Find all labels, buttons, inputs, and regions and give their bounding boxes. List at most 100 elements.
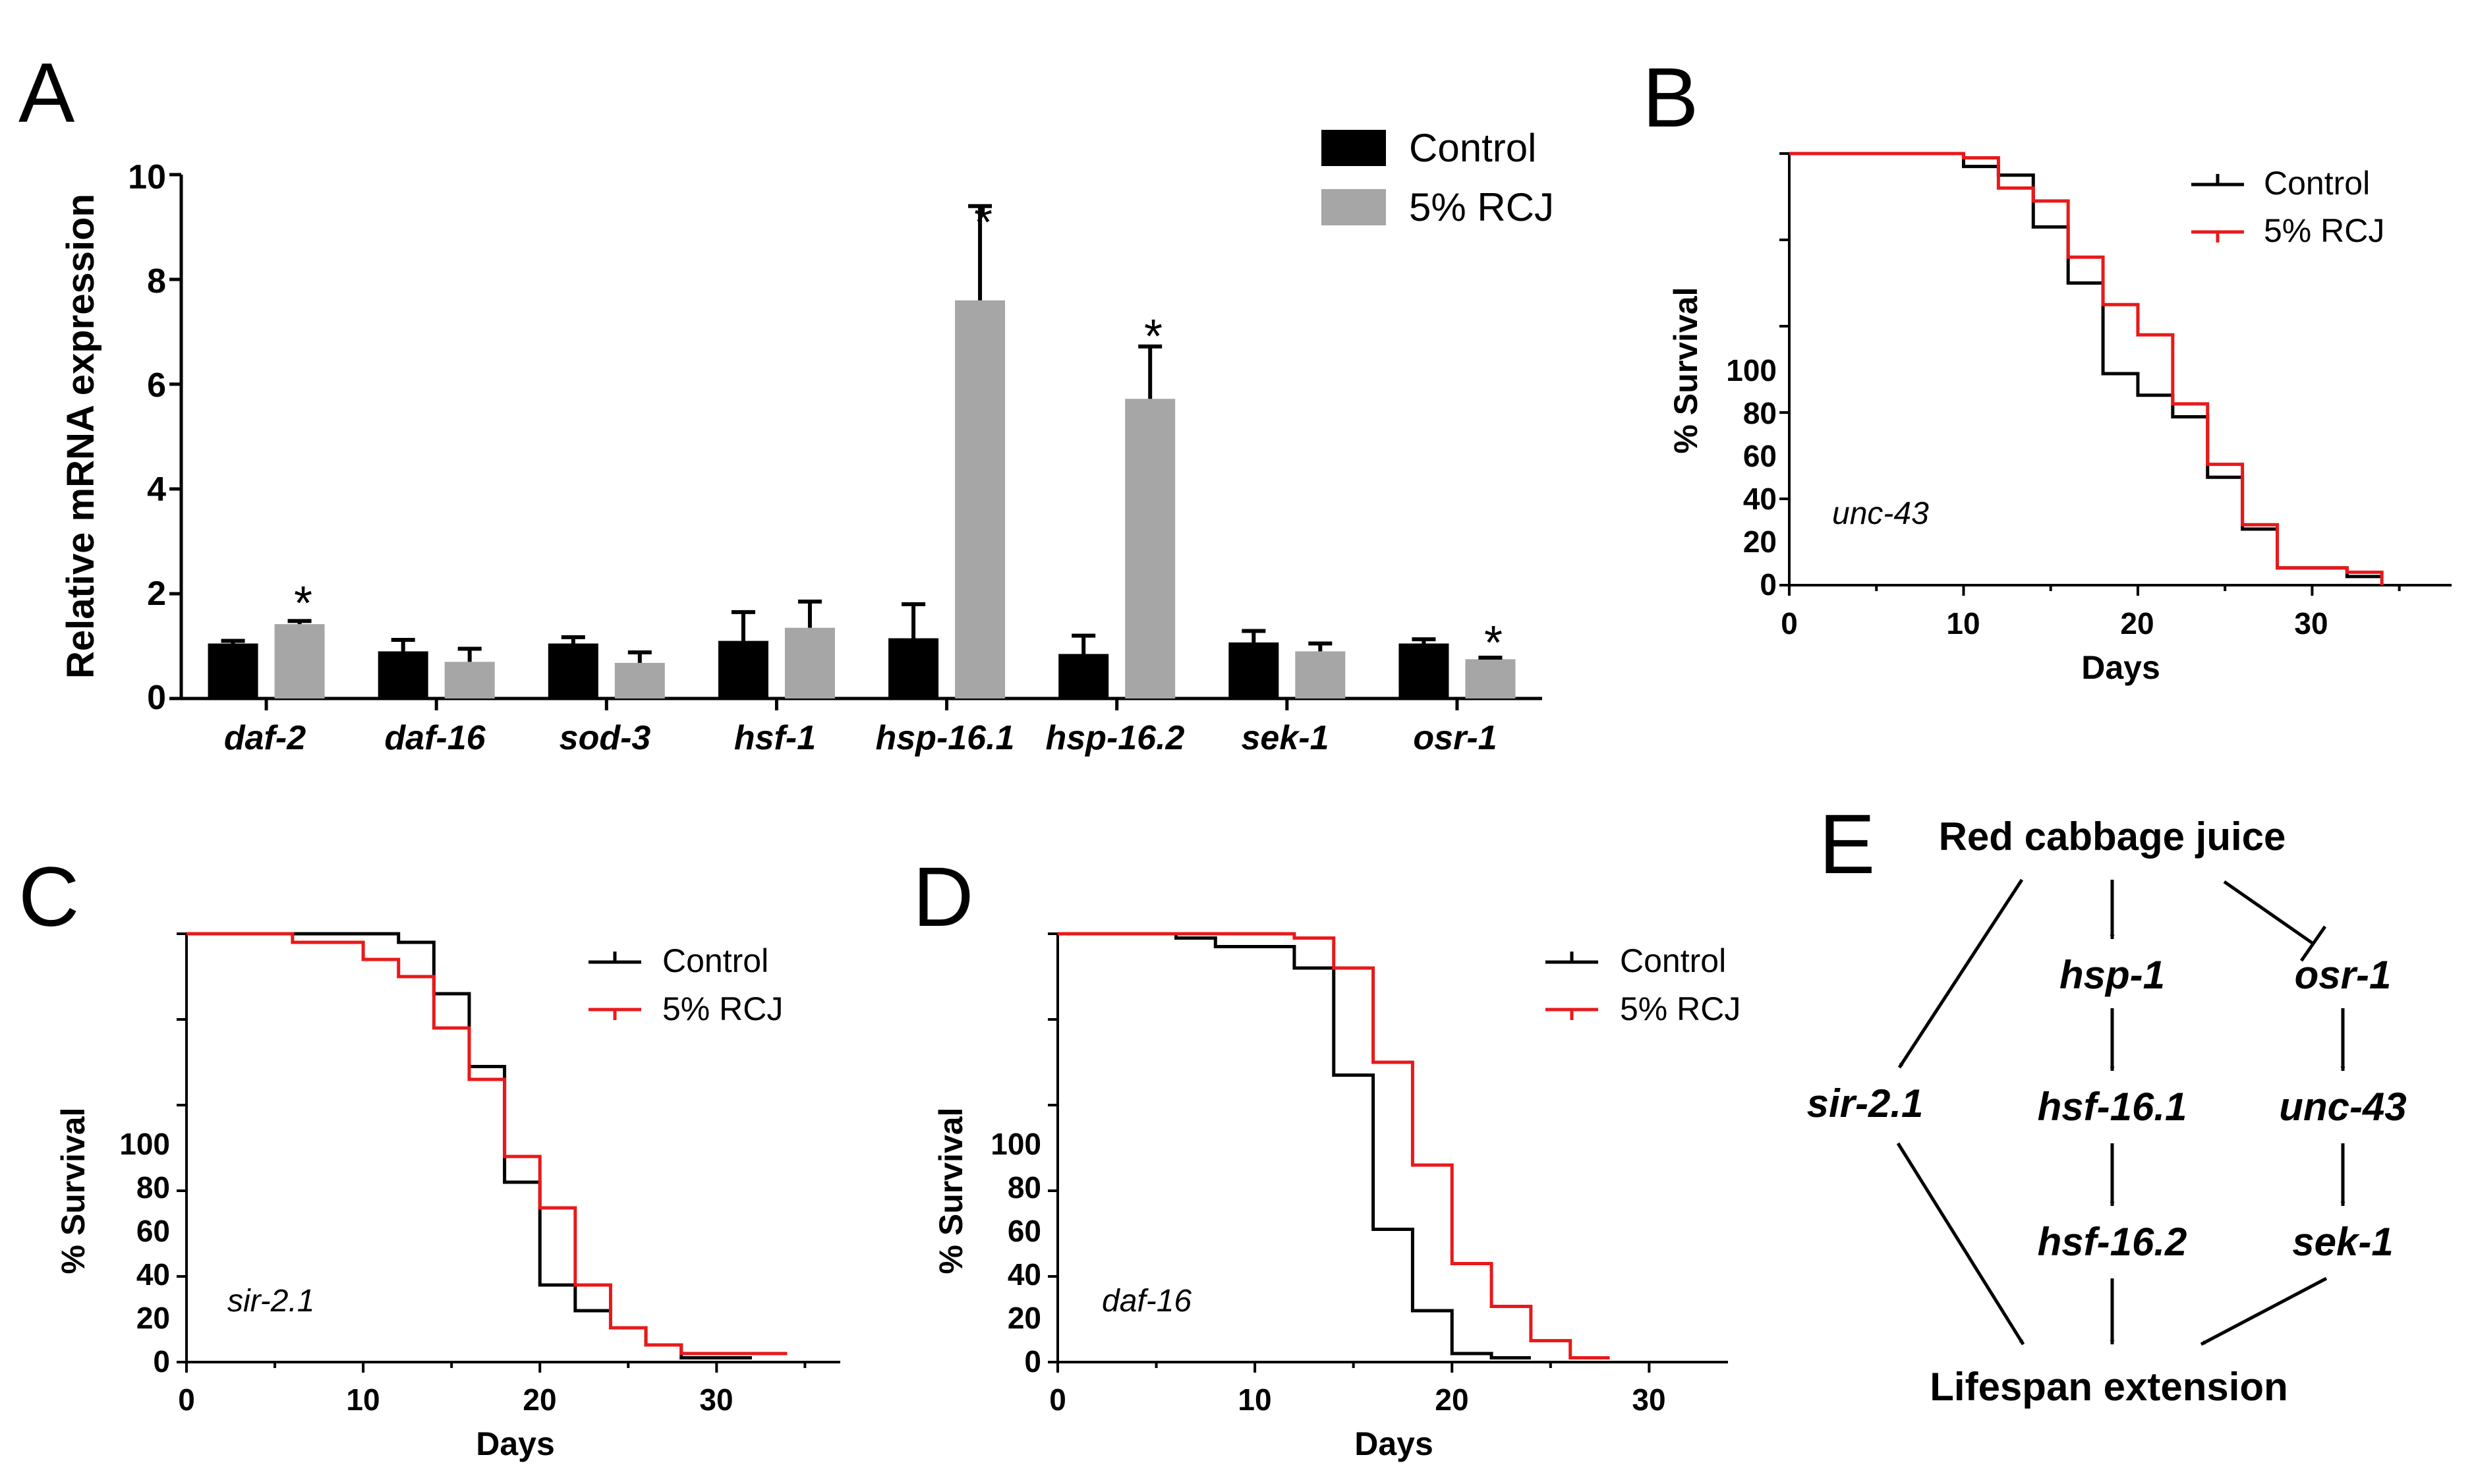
d-legend-label-control: Control: [1620, 942, 1726, 979]
bar-rcj-daf-16: [444, 662, 495, 699]
node-sek-1: sek-1: [2292, 1220, 2393, 1264]
b-axes: [1779, 152, 2452, 596]
node-osr-1: osr-1: [2295, 953, 2392, 997]
a-legend-label-control: Control: [1409, 126, 1536, 170]
a-bars: [208, 204, 1516, 699]
a-y-tick-4: 4: [147, 471, 166, 509]
node-lifespan-extension: Lifespan extension: [1930, 1365, 2287, 1409]
c-survival-curves: [187, 932, 788, 1359]
bar-chart-panel-a: Relative mRNA expression 0 2 4 6 8 10 da…: [59, 126, 1554, 757]
d-y-tick-20: 20: [1008, 1301, 1041, 1335]
b-y-tick-40: 40: [1743, 482, 1777, 516]
a-y-tick-6: 6: [147, 366, 166, 405]
c-x-tick-0: 0: [178, 1383, 195, 1417]
arrow-rcj-to-sir-2-1: [1897, 878, 2024, 1069]
d-y-tick-80: 80: [1008, 1170, 1041, 1205]
bar-control-hsp-16.2: [1058, 654, 1109, 699]
b-curve-rcj: [1789, 152, 2384, 585]
a-significance-hsp-16-1: *: [974, 196, 992, 249]
bar-control-sek-1: [1228, 642, 1279, 699]
c-y-tick-20: 20: [136, 1301, 170, 1335]
arrow-sir-2-1-to-lifespan: [1896, 1142, 2025, 1346]
bar-rcj-osr-1: [1465, 659, 1516, 699]
panel-letter-e: E: [1819, 797, 1875, 892]
node-hsp-1: hsp-1: [2059, 953, 2165, 997]
d-curve-control: [1058, 932, 1531, 1359]
pathway-arrows: [1896, 878, 2345, 1346]
b-labels: % Survival Days 0 20 40 60 80 100 0 10 2…: [1667, 165, 2384, 686]
node-unc-43: unc-43: [2279, 1085, 2406, 1129]
c-y-axis-title: % Survival: [55, 1108, 92, 1274]
bar-rcj-hsp-16.2: [1125, 399, 1176, 699]
a-category-sod-3: sod-3: [560, 719, 651, 757]
panel-letter-b: B: [1642, 51, 1698, 145]
b-y-tick-60: 60: [1743, 439, 1777, 473]
survival-chart-panel-b: % Survival Days 0 20 40 60 80 100 0 10 2…: [1667, 152, 2452, 686]
d-y-tick-40: 40: [1008, 1257, 1041, 1292]
a-labels: Relative mRNA expression 0 2 4 6 8 10 da…: [59, 126, 1554, 757]
b-x-tick-0: 0: [1781, 606, 1798, 641]
d-y-tick-100: 100: [991, 1127, 1041, 1161]
bar-control-sod-3: [548, 643, 598, 699]
b-survival-curves: [1789, 152, 2384, 585]
node-hsf-16-2: hsf-16.2: [2038, 1220, 2187, 1264]
bar-control-daf-2: [208, 643, 258, 699]
a-y-tick-0: 0: [147, 679, 166, 717]
c-legend-label-control: Control: [662, 942, 768, 979]
inhibit-bar-osr-1: [2299, 925, 2327, 962]
bar-rcj-hsp-16.1: [955, 300, 1006, 699]
d-x-axis-title: Days: [1354, 1425, 1433, 1462]
c-x-tick-20: 20: [523, 1383, 556, 1417]
panel-letter-a: A: [18, 46, 75, 140]
node-sir-2-1: sir-2.1: [1807, 1081, 1924, 1126]
b-annotation-gene: unc-43: [1832, 496, 1929, 531]
c-y-tick-0: 0: [153, 1344, 170, 1379]
a-category-daf-16: daf-16: [384, 719, 486, 757]
c-labels: % Survival Days 0 20 40 60 80 100 0 10 2…: [55, 942, 783, 1462]
d-y-tick-0: 0: [1024, 1344, 1041, 1379]
survival-chart-panel-c: % Survival Days 0 20 40 60 80 100 0 10 2…: [55, 932, 840, 1462]
d-legend-label-rcj: 5% RCJ: [1620, 990, 1740, 1027]
a-significance-hsp-16-2: *: [1144, 310, 1163, 363]
c-x-tick-10: 10: [346, 1383, 380, 1417]
c-y-tick-80: 80: [136, 1170, 170, 1205]
inhibit-rcj-to-osr-1: [2223, 880, 2315, 946]
b-legend-label-control: Control: [2264, 165, 2370, 202]
a-axes: [169, 173, 1542, 710]
b-y-tick-80: 80: [1743, 396, 1777, 430]
c-y-tick-100: 100: [119, 1127, 170, 1161]
bar-control-daf-16: [378, 651, 428, 699]
bar-rcj-sod-3: [614, 662, 665, 699]
d-x-tick-20: 20: [1435, 1383, 1468, 1417]
c-curve-rcj: [187, 932, 788, 1356]
d-y-axis-title: % Survival: [933, 1108, 969, 1274]
c-y-tick-60: 60: [136, 1214, 170, 1248]
a-significance-osr-1: *: [1484, 617, 1503, 670]
a-category-sek-1: sek-1: [1242, 719, 1329, 757]
d-annotation-gene: daf-16: [1102, 1284, 1192, 1319]
a-legend-swatch-rcj: [1321, 189, 1386, 225]
b-x-tick-20: 20: [2120, 606, 2154, 641]
panel-letter-c: C: [18, 850, 79, 944]
c-legend-label-rcj: 5% RCJ: [662, 990, 783, 1027]
b-y-axis-title: % Survival: [1667, 287, 1704, 454]
c-y-tick-40: 40: [136, 1257, 170, 1292]
d-x-tick-0: 0: [1049, 1383, 1066, 1417]
a-y-tick-10: 10: [128, 158, 166, 196]
a-category-hsp-16-1: hsp-16.1: [876, 719, 1015, 757]
bar-control-osr-1: [1398, 643, 1449, 699]
b-x-axis-title: Days: [2081, 649, 2160, 686]
d-survival-curves: [1058, 932, 1610, 1359]
a-significance-daf-2: *: [294, 577, 312, 630]
c-x-tick-30: 30: [699, 1383, 733, 1417]
bar-rcj-hsf-1: [784, 627, 835, 699]
b-legend-label-rcj: 5% RCJ: [2264, 212, 2384, 249]
a-y-axis-title: Relative mRNA expression: [59, 194, 102, 679]
bar-control-hsp-16.1: [888, 638, 939, 699]
bar-rcj-sek-1: [1295, 651, 1346, 699]
bar-control-hsf-1: [718, 641, 768, 699]
c-x-axis-title: Days: [476, 1425, 555, 1462]
a-y-tick-2: 2: [147, 575, 166, 613]
survival-chart-panel-d: % Survival Days 0 20 40 60 80 100 0 10 2…: [933, 932, 1740, 1462]
